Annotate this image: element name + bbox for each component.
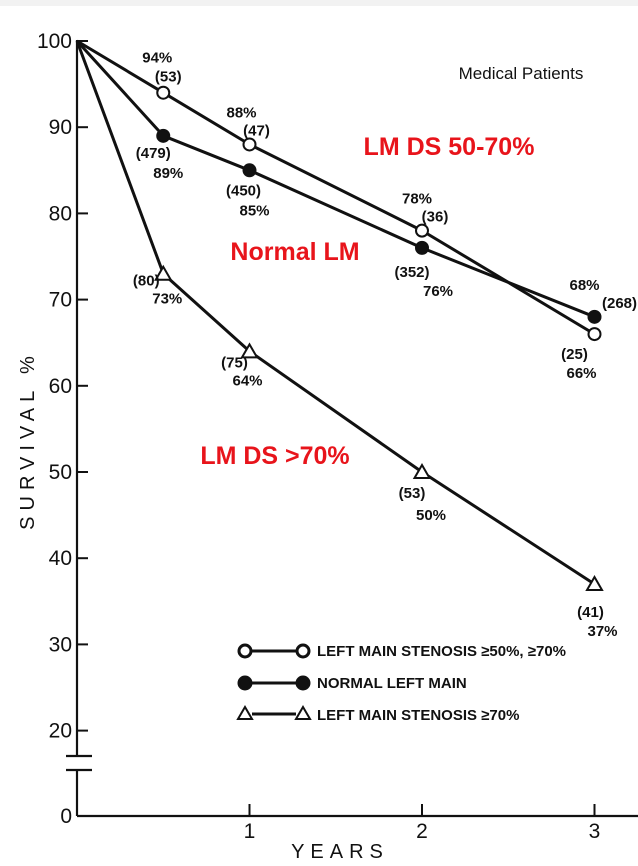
x-tick-label: 2 bbox=[416, 820, 428, 843]
y-tick-label: 90 bbox=[49, 116, 72, 139]
data-point-filled-circle bbox=[242, 163, 257, 178]
data-point-open-circle bbox=[415, 223, 429, 238]
annotation-lm-ds-gt-70: LM DS >70% bbox=[200, 442, 349, 470]
annotation-normal-lm: Normal LM bbox=[230, 238, 359, 266]
point-label-count: (53) bbox=[399, 485, 426, 502]
annotation-lm-ds-50-70: LM DS 50-70% bbox=[364, 133, 535, 161]
series-markers bbox=[154, 85, 604, 592]
y-ticks: 100 90 80 70 60 50 40 30 20 0 bbox=[37, 30, 88, 828]
point-label-count: (450) bbox=[226, 182, 261, 199]
point-label-percent: 68% bbox=[569, 277, 599, 294]
data-point-triangle bbox=[412, 462, 432, 479]
point-label-percent: 78% bbox=[402, 191, 432, 208]
legend-marker-filled-circle bbox=[237, 675, 253, 691]
x-tick-label: 1 bbox=[244, 820, 256, 843]
legend-marker-open-triangle bbox=[236, 705, 254, 720]
point-label-count: (47) bbox=[243, 122, 270, 139]
point-label-percent: 50% bbox=[416, 507, 446, 524]
axes bbox=[66, 40, 638, 818]
y-tick-label: 40 bbox=[49, 547, 72, 570]
x-tick-label: 3 bbox=[589, 820, 601, 843]
point-label-count: (80) bbox=[133, 273, 160, 290]
legend-entry-open-circle: LEFT MAIN STENOSIS ≥50%, ≥70% bbox=[237, 643, 566, 660]
data-point-triangle bbox=[240, 342, 259, 359]
y-tick-label: 100 bbox=[37, 30, 72, 53]
legend-marker-open-circle bbox=[295, 643, 311, 659]
legend-label: NORMAL LEFT MAIN bbox=[317, 675, 467, 692]
x-ticks: 1 2 3 bbox=[244, 804, 601, 843]
point-label-count: (25) bbox=[561, 346, 588, 363]
legend-label: LEFT MAIN STENOSIS ≥50%, ≥70% bbox=[317, 643, 566, 660]
y-axis-title: SURVIVAL % bbox=[17, 350, 39, 530]
legend-marker-filled-circle bbox=[295, 675, 311, 691]
point-labels: 94% (53) 88%(47) 78%(36) 66% (25) 89% (479) 85% (… bbox=[133, 50, 637, 640]
point-label-percent: 88% bbox=[226, 104, 256, 121]
point-label-percent: 94% bbox=[142, 50, 172, 67]
y-tick-label: 0 bbox=[60, 805, 72, 828]
y-tick-label: 30 bbox=[49, 633, 72, 656]
data-point-triangle bbox=[154, 264, 173, 281]
point-label-count: (268) bbox=[602, 295, 637, 312]
data-point-filled-circle bbox=[156, 128, 171, 143]
legend-entry-filled-circle: NORMAL LEFT MAIN bbox=[237, 675, 467, 692]
point-label-percent: 66% bbox=[566, 365, 596, 382]
x-axis-title: YEARS bbox=[291, 841, 389, 863]
chart-title: Medical Patients bbox=[459, 64, 584, 83]
point-label-count: (36) bbox=[422, 209, 449, 226]
data-point-open-circle bbox=[587, 327, 602, 342]
point-label-count: (75) bbox=[221, 354, 248, 371]
y-tick-label: 50 bbox=[49, 461, 72, 484]
data-point-open-circle bbox=[242, 137, 257, 152]
point-label-percent: 64% bbox=[232, 372, 262, 389]
data-point-triangle bbox=[585, 575, 604, 592]
point-label-count: (53) bbox=[155, 69, 182, 86]
data-point-filled-circle bbox=[415, 240, 429, 255]
y-tick-label: 20 bbox=[49, 720, 72, 743]
point-label-count: (352) bbox=[394, 264, 429, 281]
point-label-count: (41) bbox=[577, 604, 604, 621]
legend-marker-open-circle bbox=[237, 643, 253, 659]
point-label-percent: 89% bbox=[153, 165, 183, 182]
point-label-percent: 37% bbox=[587, 623, 617, 640]
legend-entry-open-triangle: LEFT MAIN STENOSIS ≥70% bbox=[236, 705, 519, 724]
legend-label: LEFT MAIN STENOSIS ≥70% bbox=[317, 707, 519, 724]
point-label-percent: 76% bbox=[423, 283, 453, 300]
legend-marker-open-triangle bbox=[294, 705, 312, 720]
legend: LEFT MAIN STENOSIS ≥50%, ≥70% NORMAL LEF… bbox=[236, 643, 566, 724]
point-label-percent: 73% bbox=[152, 291, 182, 308]
y-tick-label: 60 bbox=[49, 375, 72, 398]
point-label-count: (479) bbox=[136, 145, 171, 162]
y-tick-label: 80 bbox=[49, 202, 72, 225]
point-label-percent: 85% bbox=[239, 202, 269, 219]
data-point-filled-circle bbox=[587, 309, 602, 324]
y-tick-label: 70 bbox=[49, 289, 72, 312]
data-point-open-circle bbox=[156, 85, 171, 100]
